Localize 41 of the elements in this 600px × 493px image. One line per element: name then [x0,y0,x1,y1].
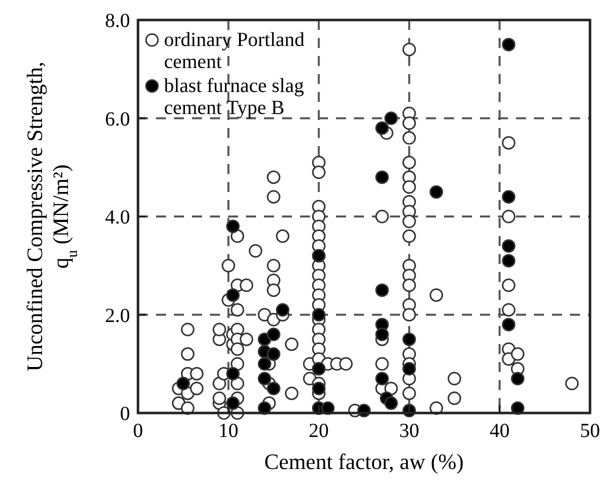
point [375,121,389,135]
point [176,376,190,390]
point [402,362,416,376]
point [312,382,326,396]
legend-label: blast furnace slag cement Type B [164,75,304,119]
x-axis-title: Cement factor, aw (%) [264,449,464,474]
point [258,372,272,386]
y-tick-label: 4.0 [105,206,130,228]
point [375,283,389,297]
point [226,288,240,302]
point [226,396,240,410]
point [510,372,524,386]
x-tick-label: 20 [308,420,329,442]
point [502,190,516,204]
point [226,366,240,380]
x-tick-label: 40 [490,420,510,442]
y-tick-label: 8.0 [105,10,130,32]
x-tick-label: 30 [399,420,420,442]
point [266,382,280,396]
point [502,318,516,332]
point [402,332,416,346]
x-tick-label: 10 [218,420,238,442]
point [312,308,326,322]
point [266,328,280,342]
y-tick-label: 2.0 [105,304,130,327]
point [258,357,272,371]
point [375,170,389,184]
point [375,328,389,342]
point [384,112,398,125]
y-tick-label: 0 [120,403,130,425]
point [375,372,389,386]
point [430,185,444,199]
point [226,220,240,234]
point [384,396,398,410]
point [276,303,290,317]
point [502,239,516,253]
point [266,347,280,361]
point [502,38,516,52]
y-tick-label: 6.0 [105,108,130,130]
x-tick-label: 50 [580,420,600,442]
point [502,254,516,268]
